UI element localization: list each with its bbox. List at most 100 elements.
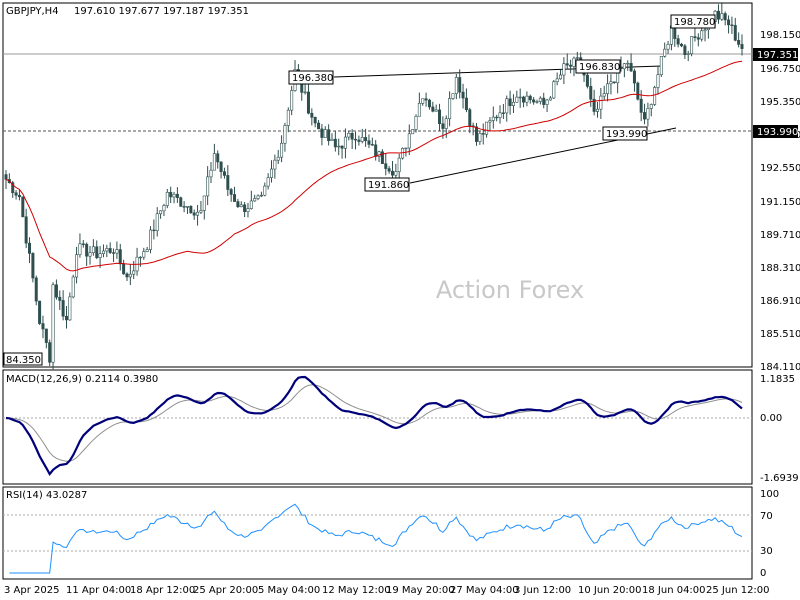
current-price-tag: 197.351: [753, 48, 798, 61]
candle-body: [98, 253, 102, 258]
candle-body: [280, 142, 284, 158]
x-tick: 18 Apr 12:00: [130, 585, 195, 596]
candle-body: [182, 206, 186, 208]
candle-body: [680, 43, 684, 47]
candle-body: [491, 116, 495, 121]
candle-body: [236, 201, 240, 208]
candle-body: [239, 204, 243, 208]
candle-body: [643, 112, 647, 120]
candle-body: [354, 138, 358, 141]
candle-body: [448, 98, 452, 120]
candle-body: [629, 62, 633, 72]
candle-body: [343, 136, 347, 149]
y-tick: 188.310: [760, 263, 800, 274]
watermark: Action Forex: [436, 276, 584, 304]
candle-body: [108, 248, 112, 253]
macd-tick: 1.1835: [760, 374, 795, 385]
candle-body: [599, 95, 603, 110]
candle-body: [155, 213, 159, 231]
candle-body: [669, 25, 673, 45]
candle-body: [602, 93, 606, 97]
candle-body: [407, 133, 411, 149]
candle-body: [498, 112, 502, 118]
candle-body: [606, 83, 610, 94]
candle-body: [310, 112, 314, 118]
candle-body: [132, 270, 136, 275]
y-tick: 184.110: [760, 362, 800, 373]
candle-body: [266, 177, 270, 187]
candle-body: [41, 323, 45, 330]
candle-body: [522, 96, 526, 103]
candle-body: [61, 300, 65, 317]
y-tick: 198.150: [760, 30, 800, 41]
candle-body: [626, 62, 630, 65]
candle-body: [501, 112, 505, 114]
candle-body: [639, 98, 643, 113]
candle-body: [421, 98, 425, 104]
candle-body: [686, 53, 690, 55]
candle-body: [458, 77, 462, 93]
annotation-193990: 193.990: [602, 126, 648, 141]
svg-text:196.380: 196.380: [292, 73, 333, 84]
candle-body: [317, 122, 321, 130]
annotation-196380: 196.380: [288, 70, 334, 85]
candle-body: [64, 315, 68, 321]
candle-body: [17, 194, 21, 198]
candle-body: [88, 252, 92, 257]
macd-tick: 0.00: [760, 413, 782, 424]
candle-body: [387, 168, 391, 172]
macd-axis: 1.1835 0.00 -1.6939: [760, 374, 799, 484]
annotation-198780: 198.780: [670, 14, 716, 29]
candle-body: [206, 176, 210, 197]
candle-body: [508, 98, 512, 106]
candle-body: [545, 99, 549, 105]
candle-body: [518, 96, 522, 99]
candle-body: [481, 133, 485, 135]
candle-body: [24, 216, 28, 244]
candle-body: [75, 254, 79, 278]
candle-body: [468, 109, 472, 127]
svg-text:193.990: 193.990: [606, 129, 647, 140]
rsi-panel-frame: [2, 486, 753, 580]
candle-body: [360, 137, 364, 142]
x-tick: 27 May 04:00: [450, 585, 519, 596]
candle-body: [246, 208, 250, 212]
candle-body: [632, 70, 636, 84]
x-tick: 5 May 04:00: [258, 585, 320, 596]
candle-body: [91, 246, 95, 254]
candle-body: [189, 205, 193, 214]
svg-text:191.860: 191.860: [368, 180, 409, 191]
candle-body: [609, 81, 613, 85]
candle-body: [327, 129, 331, 141]
candle-body: [162, 205, 166, 212]
x-tick: 11 Apr 04:00: [66, 585, 131, 596]
candle-body: [431, 106, 435, 112]
candle-body: [572, 57, 576, 67]
candle-body: [528, 95, 532, 101]
candle-body: [397, 157, 401, 172]
candle-body: [44, 328, 48, 343]
rsi-tick: 30: [760, 546, 773, 557]
candle-body: [71, 276, 75, 298]
candle-body: [367, 140, 371, 145]
candle-body: [149, 229, 153, 250]
candle-body: [649, 104, 653, 109]
rsi-tick: 70: [760, 511, 773, 522]
candle-body: [85, 243, 89, 257]
candle-body: [720, 13, 724, 20]
candle-body: [656, 74, 660, 88]
candle-body: [364, 137, 368, 142]
candle-body: [276, 156, 280, 161]
candle-body: [38, 300, 42, 324]
candle-body: [414, 115, 418, 130]
candle-body: [222, 171, 226, 176]
x-tick: 10 Jun 20:00: [578, 585, 642, 596]
symbol-label: GBPJPY,H4: [6, 6, 59, 17]
candle-body: [548, 97, 552, 101]
candle-body: [115, 249, 119, 254]
candle-body: [31, 253, 35, 279]
candle-body: [394, 171, 398, 176]
candle-body: [374, 144, 378, 157]
rsi-line: [9, 503, 743, 574]
svg-text:196.830: 196.830: [579, 62, 620, 73]
